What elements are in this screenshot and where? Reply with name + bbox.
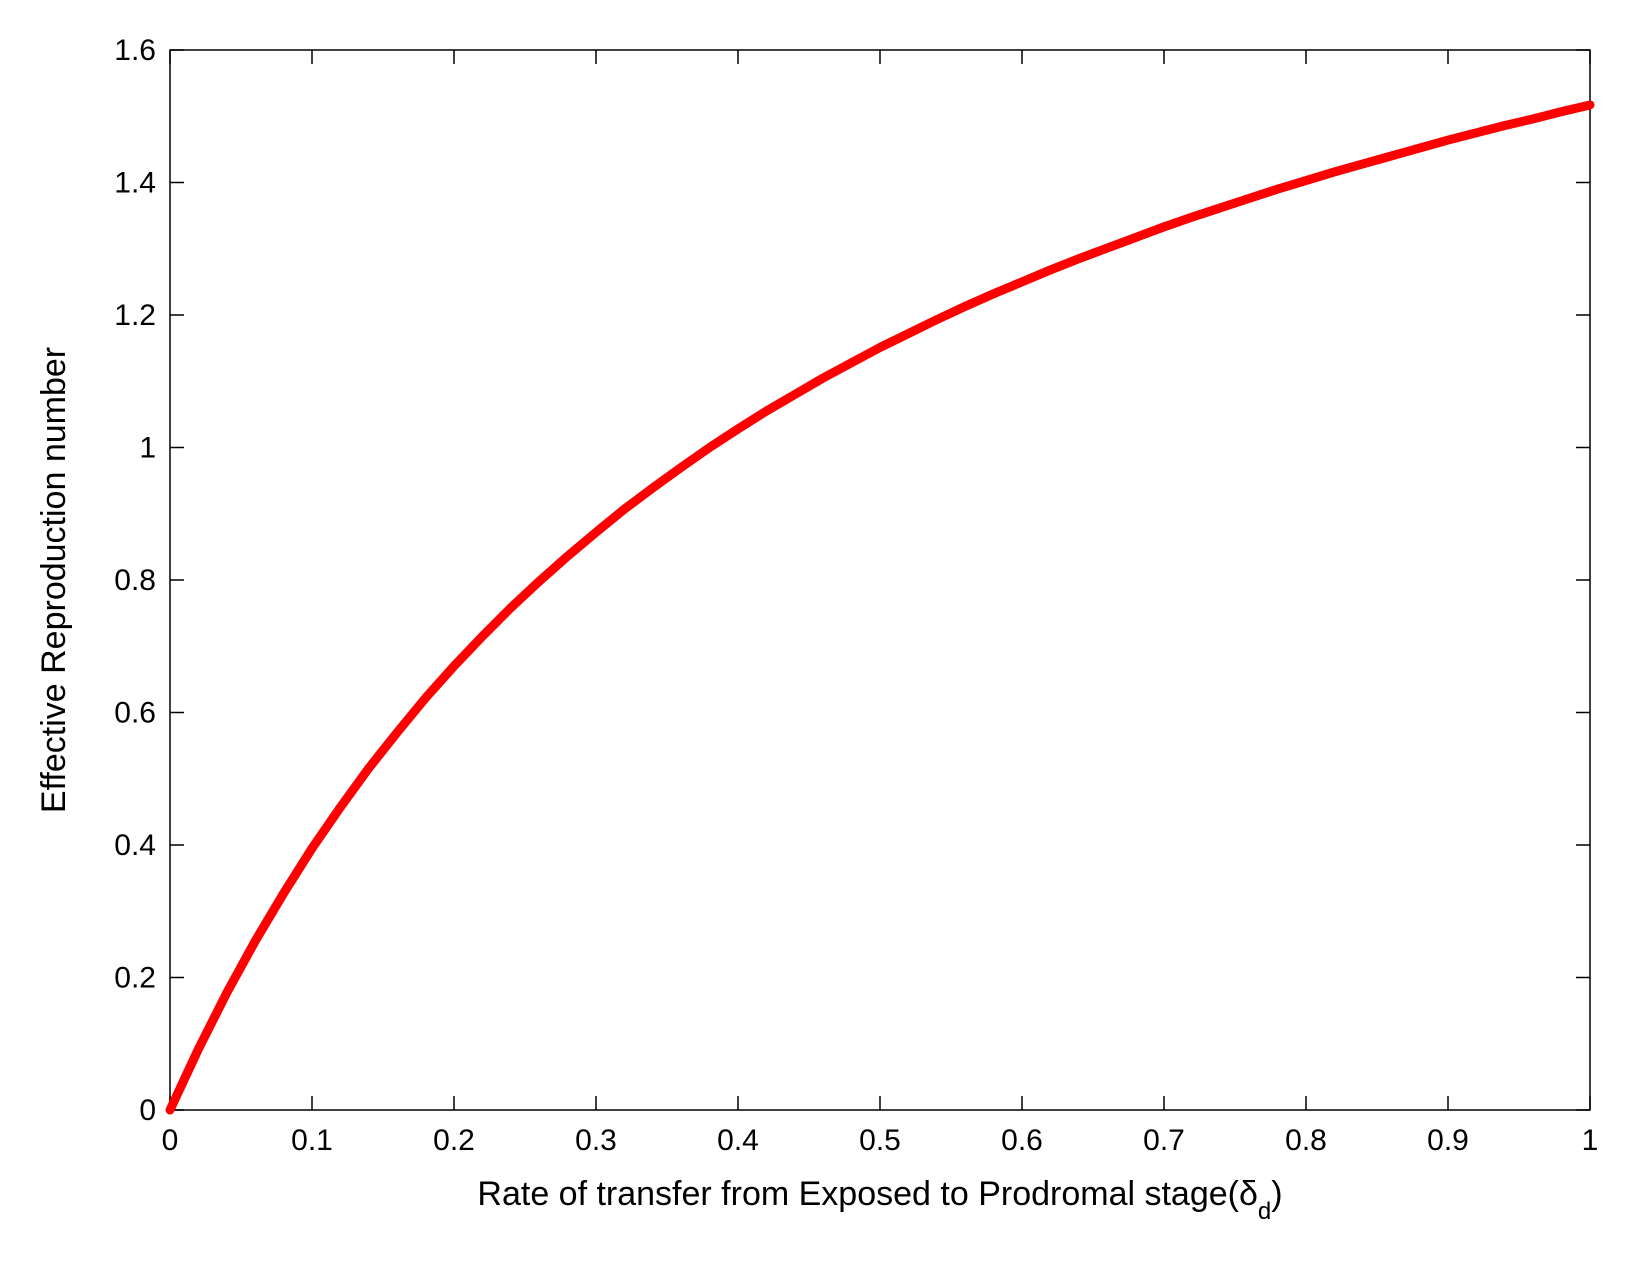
- y-tick-label: 0: [139, 1094, 156, 1127]
- x-tick-label: 0.3: [575, 1124, 617, 1157]
- y-tick-label: 0.4: [114, 829, 156, 862]
- x-tick-label: 0.9: [1427, 1124, 1469, 1157]
- reproduction-chart: 0 0.1 0.2 0.3 0.4 0.5 0.6 0.7 0.8 0.9 1 0 0.2 0.4 0.6 0…: [0, 0, 1637, 1277]
- x-tick-label: 0.8: [1285, 1124, 1327, 1157]
- x-tick-label: 0.6: [1001, 1124, 1043, 1157]
- y-tick-label: 0.6: [114, 697, 156, 730]
- chart-svg: 0 0.1 0.2 0.3 0.4 0.5 0.6 0.7 0.8 0.9 1 0 0.2 0.4 0.6 0…: [0, 0, 1637, 1277]
- y-tick-label: 1.2: [114, 299, 156, 332]
- y-tick-label: 0.8: [114, 564, 156, 597]
- x-tick-label: 0.2: [433, 1124, 475, 1157]
- x-tick-label: 0.4: [717, 1124, 759, 1157]
- x-tick-label: 0.1: [291, 1124, 333, 1157]
- y-tick-label: 1.6: [114, 34, 156, 67]
- y-tick-label: 1.4: [114, 167, 156, 200]
- x-tick-label: 0.5: [859, 1124, 901, 1157]
- y-axis-label: Effective Reproduction number: [35, 347, 73, 813]
- x-tick-label: 1: [1582, 1124, 1599, 1157]
- x-tick-label: 0: [162, 1124, 179, 1157]
- y-tick-label: 0.2: [114, 962, 156, 995]
- y-tick-label: 1: [139, 432, 156, 465]
- x-tick-label: 0.7: [1143, 1124, 1185, 1157]
